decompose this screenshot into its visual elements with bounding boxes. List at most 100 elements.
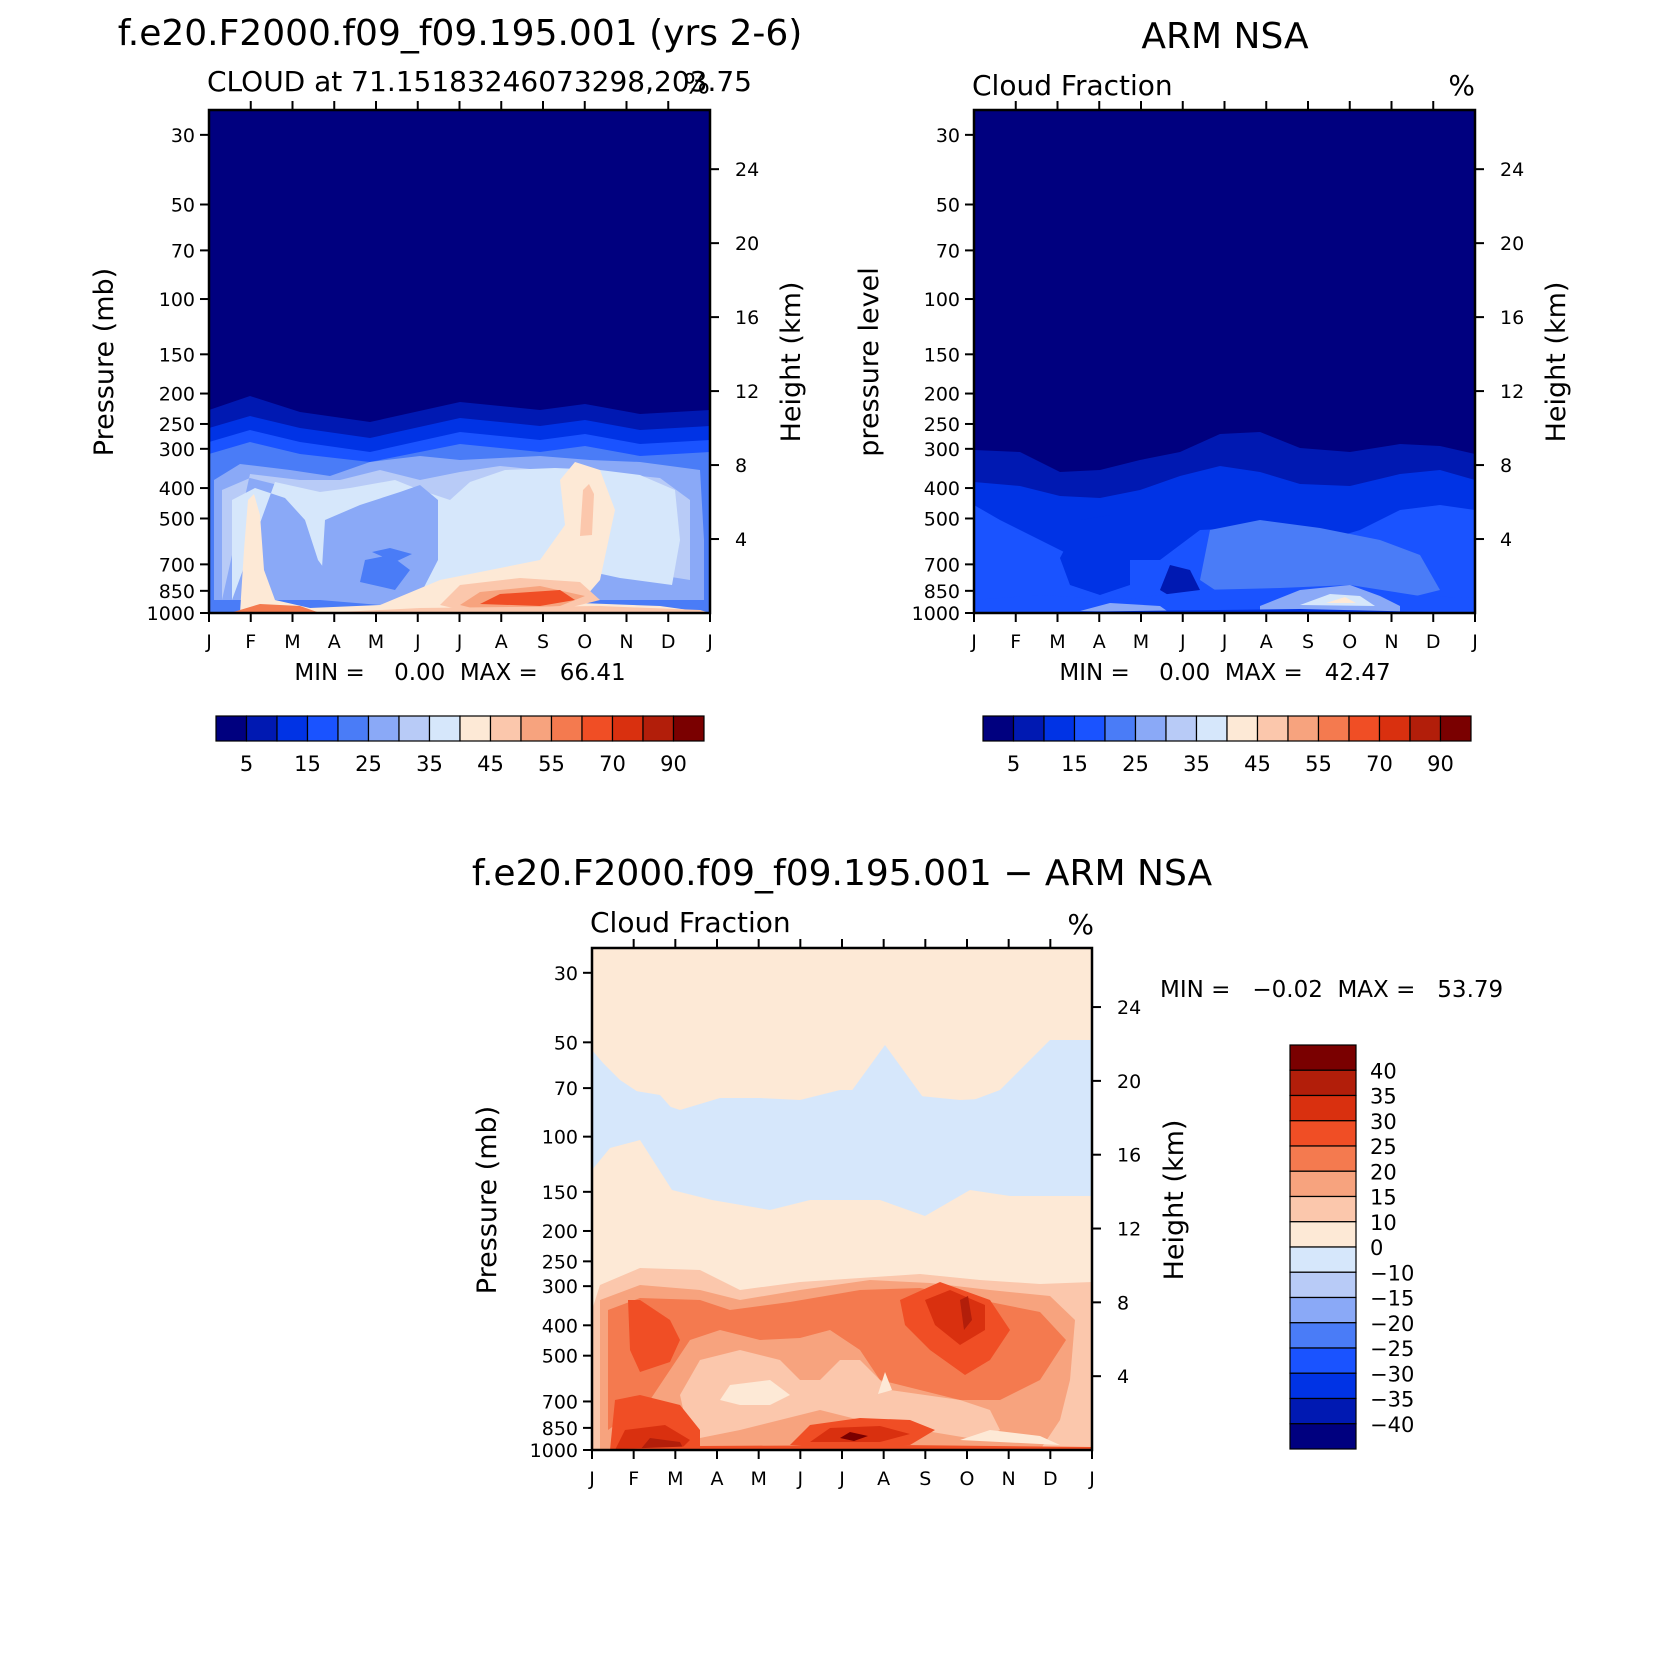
colorbar-label: 10 (1370, 1211, 1397, 1235)
colorbar-label: 55 (1305, 752, 1332, 776)
y-right-tick-label: 8 (1500, 455, 1512, 477)
panel-diff-minmax: MIN = −0.02 MAX = 53.79 (1160, 977, 1503, 1003)
y-tick-label: 850 (542, 1418, 578, 1440)
panel-obs-minmax: MIN = 0.00 MAX = 42.47 (1059, 660, 1390, 686)
y-tick-label: 70 (171, 240, 195, 262)
colorbar-swatch (1289, 1145, 1357, 1172)
y-tick-label: 250 (924, 414, 960, 436)
y-right-tick-label: 8 (735, 455, 747, 477)
panel-diff-field (592, 948, 1092, 1450)
colorbar-label: 35 (1370, 1085, 1397, 1109)
colorbar-label: 25 (1370, 1135, 1397, 1159)
colorbar-swatch (672, 715, 705, 742)
panel-diff: f.e20.F2000.f09_f09.195.001 − ARM NSA Cl… (472, 853, 1503, 1490)
panel-model-ylabel-right: Height (km) (776, 282, 807, 443)
y-right-tick-label: 20 (735, 233, 759, 255)
y-tick-label: 300 (159, 439, 195, 461)
colorbar-swatch (1289, 1221, 1357, 1248)
panel-diff-axes: J F M A M J J A S O N D J 30 50 70 100 150 200 250 300 400 500… (530, 939, 1141, 1490)
x-tick-label: J (414, 631, 421, 653)
panel-model-title: f.e20.F2000.f09_f09.195.001 (yrs 2-6) (118, 13, 803, 54)
colorbar-swatch (1289, 1195, 1357, 1223)
colorbar-label: 15 (294, 752, 321, 776)
x-tick-label: J (1471, 631, 1478, 653)
x-tick-label: O (1342, 631, 1357, 653)
diff-negative-upper (592, 1052, 1092, 1216)
colorbar-swatch (1289, 1120, 1357, 1147)
x-tick-label: J (1221, 631, 1228, 653)
y-right-tick-label: 12 (735, 381, 759, 403)
model-low-cloud-core (360, 555, 410, 590)
x-tick-label: F (628, 1468, 639, 1490)
y-right-tick-label: 20 (1117, 1071, 1141, 1093)
x-tick-label: J (205, 631, 212, 653)
diff-mid-pale-2 (878, 1372, 892, 1394)
colorbar-label: 55 (538, 752, 565, 776)
panel-obs: ARM NSA Cloud Fraction % J F M A M J J A S O N D J 30… (854, 16, 1572, 776)
x-tick-label: A (328, 631, 341, 653)
colorbar-label: −25 (1370, 1337, 1414, 1361)
colorbar-swatch (245, 715, 278, 742)
colorbar-swatch (337, 715, 370, 742)
diff-peak-upper-right-core (925, 1290, 985, 1345)
y-right-tick-label: 20 (1500, 233, 1524, 255)
panel-model-ylabel: Pressure (mb) (89, 268, 120, 456)
colorbar-label: −15 (1370, 1287, 1414, 1311)
colorbar-label: 25 (1122, 752, 1149, 776)
x-tick-label: N (1384, 631, 1398, 653)
colorbar-swatch (1289, 1069, 1357, 1097)
y-tick-label: 50 (936, 195, 960, 217)
colorbar-swatch (1289, 1372, 1357, 1400)
y-tick-label: 150 (159, 344, 195, 366)
obs-low-bright (1080, 603, 1170, 613)
colorbar-swatch (1134, 715, 1167, 742)
colorbar-swatch (581, 715, 614, 742)
y-right-tick-label: 16 (1117, 1145, 1141, 1167)
colorbar-swatch (642, 715, 675, 742)
diff-mid-pale (720, 1380, 790, 1405)
y-tick-label: 70 (936, 240, 960, 262)
colorbar-label: 15 (1370, 1186, 1397, 1210)
colorbar-label: −10 (1370, 1261, 1414, 1285)
x-tick-label: D (661, 631, 676, 653)
y-tick-label: 700 (924, 554, 960, 576)
y-right-tick-label: 24 (1500, 159, 1524, 181)
x-tick-label: J (1088, 1468, 1095, 1490)
y-right-tick-label: 8 (1117, 1292, 1129, 1314)
colorbar-swatch (1317, 715, 1350, 742)
colorbar-swatch (1289, 1246, 1357, 1273)
colorbar-swatch (1378, 715, 1411, 742)
y-tick-label: 200 (924, 384, 960, 406)
x-tick-label: S (1302, 631, 1314, 653)
colorbar-label: 90 (660, 752, 687, 776)
colorbar-swatch (520, 715, 553, 742)
x-tick-label: A (1260, 631, 1273, 653)
y-tick-label: 150 (542, 1182, 578, 1204)
colorbar-swatch (428, 715, 461, 742)
y-tick-label: 50 (171, 195, 195, 217)
x-tick-label: M (667, 1468, 683, 1490)
colorbar-label: 15 (1061, 752, 1088, 776)
colorbar-swatch (489, 715, 522, 742)
panel-obs-field (974, 110, 1475, 613)
colorbar-label: −20 (1370, 1312, 1414, 1336)
panel-model-axes: J F M A M J J A S O N D J 30 50 70 100 150 200 250 300 400 500… (147, 101, 759, 653)
colorbar-swatch (1104, 715, 1137, 742)
model-summer-cloud-core (480, 590, 575, 606)
x-tick-label: S (919, 1468, 931, 1490)
colorbar-label: 35 (416, 752, 443, 776)
colorbar-swatch (398, 715, 431, 742)
x-tick-label: N (619, 631, 633, 653)
y-tick-label: 30 (936, 125, 960, 147)
diff-lower-right-light (960, 1430, 1060, 1445)
y-right-tick-label: 4 (735, 529, 747, 551)
x-tick-label: O (960, 1468, 975, 1490)
colorbar-swatch (276, 715, 309, 742)
colorbar-label: 35 (1183, 752, 1210, 776)
x-tick-label: M (284, 631, 300, 653)
y-right-tick-label: 16 (1500, 307, 1524, 329)
x-tick-label: M (1133, 631, 1149, 653)
colorbar-swatch (1256, 715, 1289, 742)
colorbar-swatch (1289, 1271, 1357, 1299)
y-tick-label: 200 (159, 384, 195, 406)
